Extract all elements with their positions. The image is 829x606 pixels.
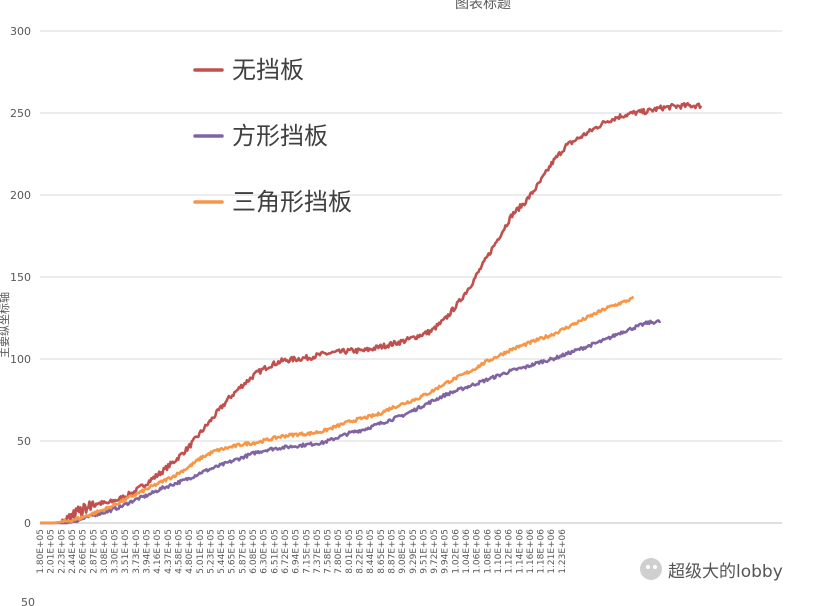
x-tick-label: 1.80E+05: [36, 529, 46, 574]
x-tick-label: 5.44E+05: [217, 529, 227, 574]
series-lines: [39, 102, 703, 525]
x-tick-label: 8.44E+05: [366, 529, 376, 574]
x-tick-label: 3.94E+05: [143, 529, 153, 574]
x-tick-label: 4.37E+05: [164, 529, 174, 574]
x-tick-label: 2.87E+05: [89, 529, 99, 574]
legend-label-3: 三角形挡板: [232, 188, 352, 216]
x-tick-label: 2.66E+05: [79, 529, 89, 574]
chart-title: 图表标题: [455, 0, 511, 12]
y-tick-label-100: 100: [10, 353, 31, 366]
legend-label-1: 无挡板: [232, 56, 304, 84]
x-tick-label: 9.51E+05: [419, 529, 429, 574]
x-axis-ticks: 1.80E+05 2.01E+05 2.23E+05 2.44E+05 2.66E+05…: [36, 529, 568, 574]
wechat-icon: [640, 558, 662, 580]
x-tick-label: 5.23E+05: [206, 529, 216, 574]
x-tick-label: 1.02E+06: [451, 529, 461, 574]
watermark-text: 超级大的lobby: [668, 561, 783, 582]
x-tick-label: 1.12E+06: [505, 529, 515, 574]
x-tick-label: 5.01E+05: [196, 529, 206, 574]
x-tick-label: 3.08E+05: [100, 529, 110, 574]
x-tick-label: 8.65E+05: [377, 529, 387, 574]
y-tick-label-0: 0: [24, 517, 31, 530]
x-tick-label: 3.30E+05: [111, 529, 121, 574]
series-line-2: [39, 319, 662, 525]
x-tick-label: 1.08E+06: [483, 529, 493, 574]
x-tick-label: 2.23E+05: [57, 529, 67, 574]
x-tick-label: 8.01E+05: [345, 529, 355, 574]
gridlines: [40, 30, 782, 524]
x-tick-label: 5.65E+05: [228, 529, 238, 574]
y-tick-label-50: 50: [17, 435, 31, 448]
x-tick-label: 7.58E+05: [324, 529, 334, 574]
x-tick-label: 4.58E+05: [174, 529, 184, 574]
series-line-1: [39, 102, 703, 525]
x-tick-label: 1.23E+06: [558, 529, 568, 574]
x-tick-label: 9.08E+05: [398, 529, 408, 574]
watermark: 超级大的lobby: [640, 556, 820, 582]
x-tick-label: 4.16E+05: [153, 529, 163, 574]
x-tick-label: 1.04E+06: [462, 529, 472, 574]
x-tick-label: 4.80E+05: [185, 529, 195, 574]
x-tick-label: 6.51E+05: [270, 529, 280, 574]
x-tick-label: 6.94E+05: [292, 529, 302, 574]
x-tick-label: 7.15E+05: [302, 529, 312, 574]
y-axis-label: 主要纵坐标轴: [0, 292, 11, 358]
x-tick-label: 8.22E+05: [356, 529, 366, 574]
x-tick-label: 9.94E+05: [441, 529, 451, 574]
x-tick-label: 3.51E+05: [121, 529, 131, 574]
x-tick-label: 1.14E+06: [515, 529, 525, 574]
x-tick-label: 2.44E+05: [68, 529, 78, 574]
x-tick-label: 1.16E+06: [526, 529, 536, 574]
x-tick-label: 9.72E+05: [430, 529, 440, 574]
x-tick-label: 1.06E+06: [473, 529, 483, 574]
x-tick-label: 2.01E+05: [47, 529, 57, 574]
x-tick-label: 1.10E+06: [494, 529, 504, 574]
x-tick-label: 1.21E+06: [547, 529, 557, 574]
extra-tick-label: 50: [21, 596, 35, 606]
x-tick-label: 6.08E+05: [249, 529, 259, 574]
x-tick-label: 8.87E+05: [387, 529, 397, 574]
x-tick-label: 1.18E+06: [537, 529, 547, 574]
y-tick-label-300: 300: [10, 25, 31, 38]
x-tick-label: 3.73E+05: [132, 529, 142, 574]
y-axis-ticks: 0 50 100 150 200 250 300: [10, 25, 31, 530]
x-tick-label: 6.72E+05: [281, 529, 291, 574]
x-tick-label: 6.30E+05: [260, 529, 270, 574]
x-tick-label: 7.37E+05: [313, 529, 323, 574]
y-tick-label-250: 250: [10, 107, 31, 120]
series-line-3: [39, 296, 635, 525]
x-tick-label: 9.29E+05: [409, 529, 419, 574]
x-tick-label: 5.87E+05: [238, 529, 248, 574]
legend-label-2: 方形挡板: [232, 122, 328, 150]
x-tick-label: 7.80E+05: [334, 529, 344, 574]
y-tick-label-200: 200: [10, 189, 31, 202]
y-tick-label-150: 150: [10, 271, 31, 284]
